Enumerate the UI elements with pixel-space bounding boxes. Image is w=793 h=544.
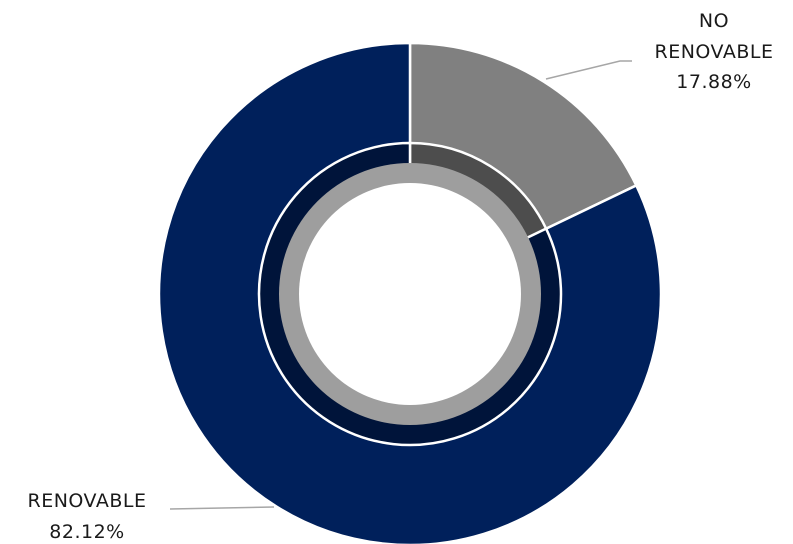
label-no-renovable-line2: RENOVABLE (655, 41, 774, 63)
center-hole (299, 183, 521, 405)
label-no-renovable-value: 17.88% (676, 71, 751, 93)
label-no-renovable-line1: NO (699, 10, 729, 32)
leader-lines (169, 60, 632, 510)
leader-line-no-renovable (545, 60, 632, 80)
donut-center-ring (279, 163, 541, 425)
label-renovable-value: 82.12% (49, 521, 124, 543)
slice-labels: NO RENOVABLE 17.88% RENOVABLE 82.12% (28, 10, 774, 543)
leader-line-renovable (169, 506, 275, 510)
label-renovable-name: RENOVABLE (28, 490, 147, 512)
